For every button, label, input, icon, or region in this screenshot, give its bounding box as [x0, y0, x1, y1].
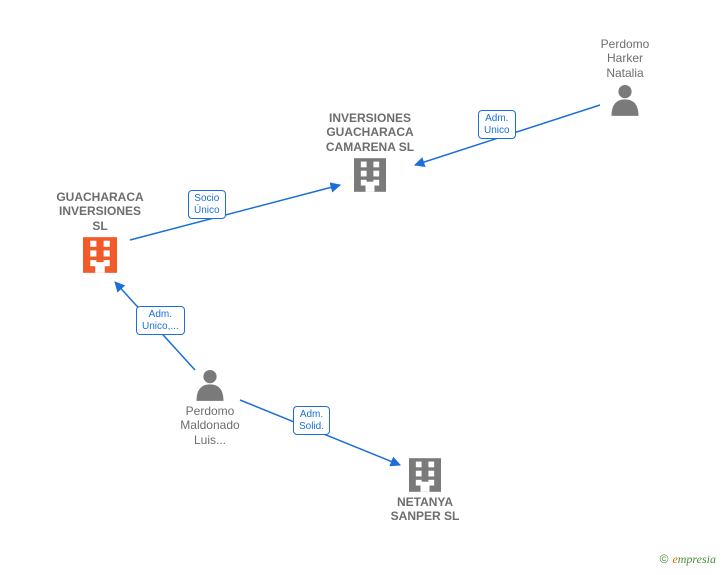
node-label: Perdomo Maldonado Luis...: [150, 404, 270, 447]
building-icon: [83, 237, 117, 273]
diagram-canvas: Socio Único Adm. Unico Adm. Unico,... Adm. …: [0, 0, 728, 575]
edge-label: Adm. Unico,...: [136, 306, 185, 335]
copyright-symbol: ©: [660, 552, 669, 566]
person-icon: [612, 85, 639, 116]
node-label: NETANYA SANPER SL: [365, 495, 485, 524]
edges-layer: [0, 0, 728, 575]
edge-label: Adm. Solid.: [293, 406, 330, 435]
person-icon: [197, 370, 224, 401]
node-label: GUACHARACA INVERSIONES SL: [40, 190, 160, 233]
edge: [130, 185, 340, 240]
node-label: INVERSIONES GUACHARACA CAMARENA SL: [310, 111, 430, 154]
building-icon: [354, 158, 386, 192]
brand-rest: mpresia: [678, 552, 716, 566]
edge-label: Socio Único: [188, 190, 226, 219]
node-label: Perdomo Harker Natalia: [565, 37, 685, 80]
building-icon: [409, 458, 441, 492]
credit: ©empresia: [660, 552, 716, 567]
nodes-layer: [0, 0, 728, 575]
edge-label: Adm. Unico: [478, 110, 516, 139]
